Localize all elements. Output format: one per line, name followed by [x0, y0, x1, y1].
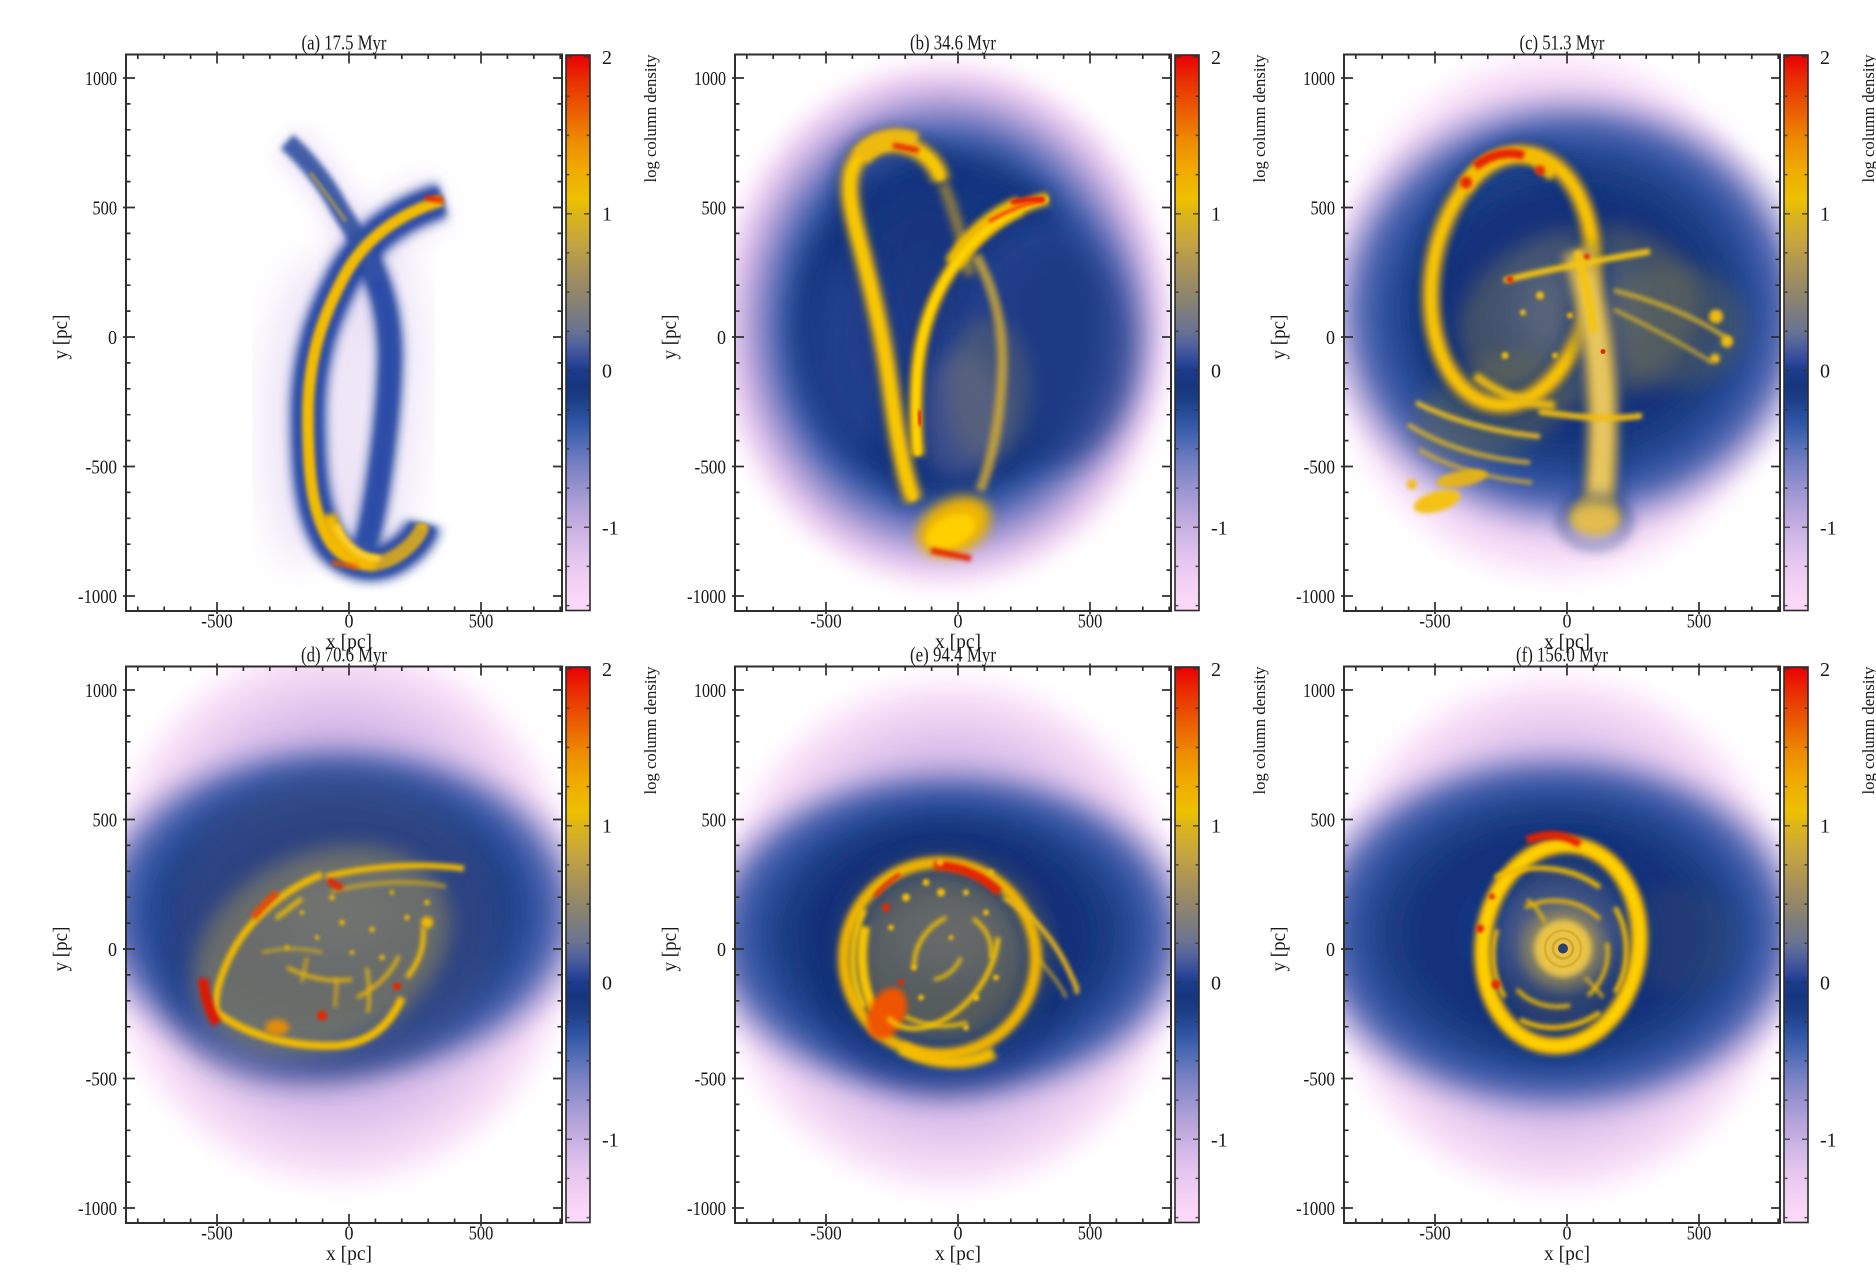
svg-text:(c) 51.3 Myr: (c) 51.3 Myr [1520, 31, 1605, 55]
svg-text:(b) 34.6 Myr: (b) 34.6 Myr [910, 31, 996, 55]
svg-text:(d) 70.6 Myr: (d) 70.6 Myr [301, 643, 387, 667]
svg-text:(a) 17.5 Myr: (a) 17.5 Myr [302, 31, 387, 55]
svg-text:(e) 94.4 Myr: (e) 94.4 Myr [910, 643, 996, 667]
svg-text:(f) 156.0 Myr: (f) 156.0 Myr [1516, 643, 1608, 667]
